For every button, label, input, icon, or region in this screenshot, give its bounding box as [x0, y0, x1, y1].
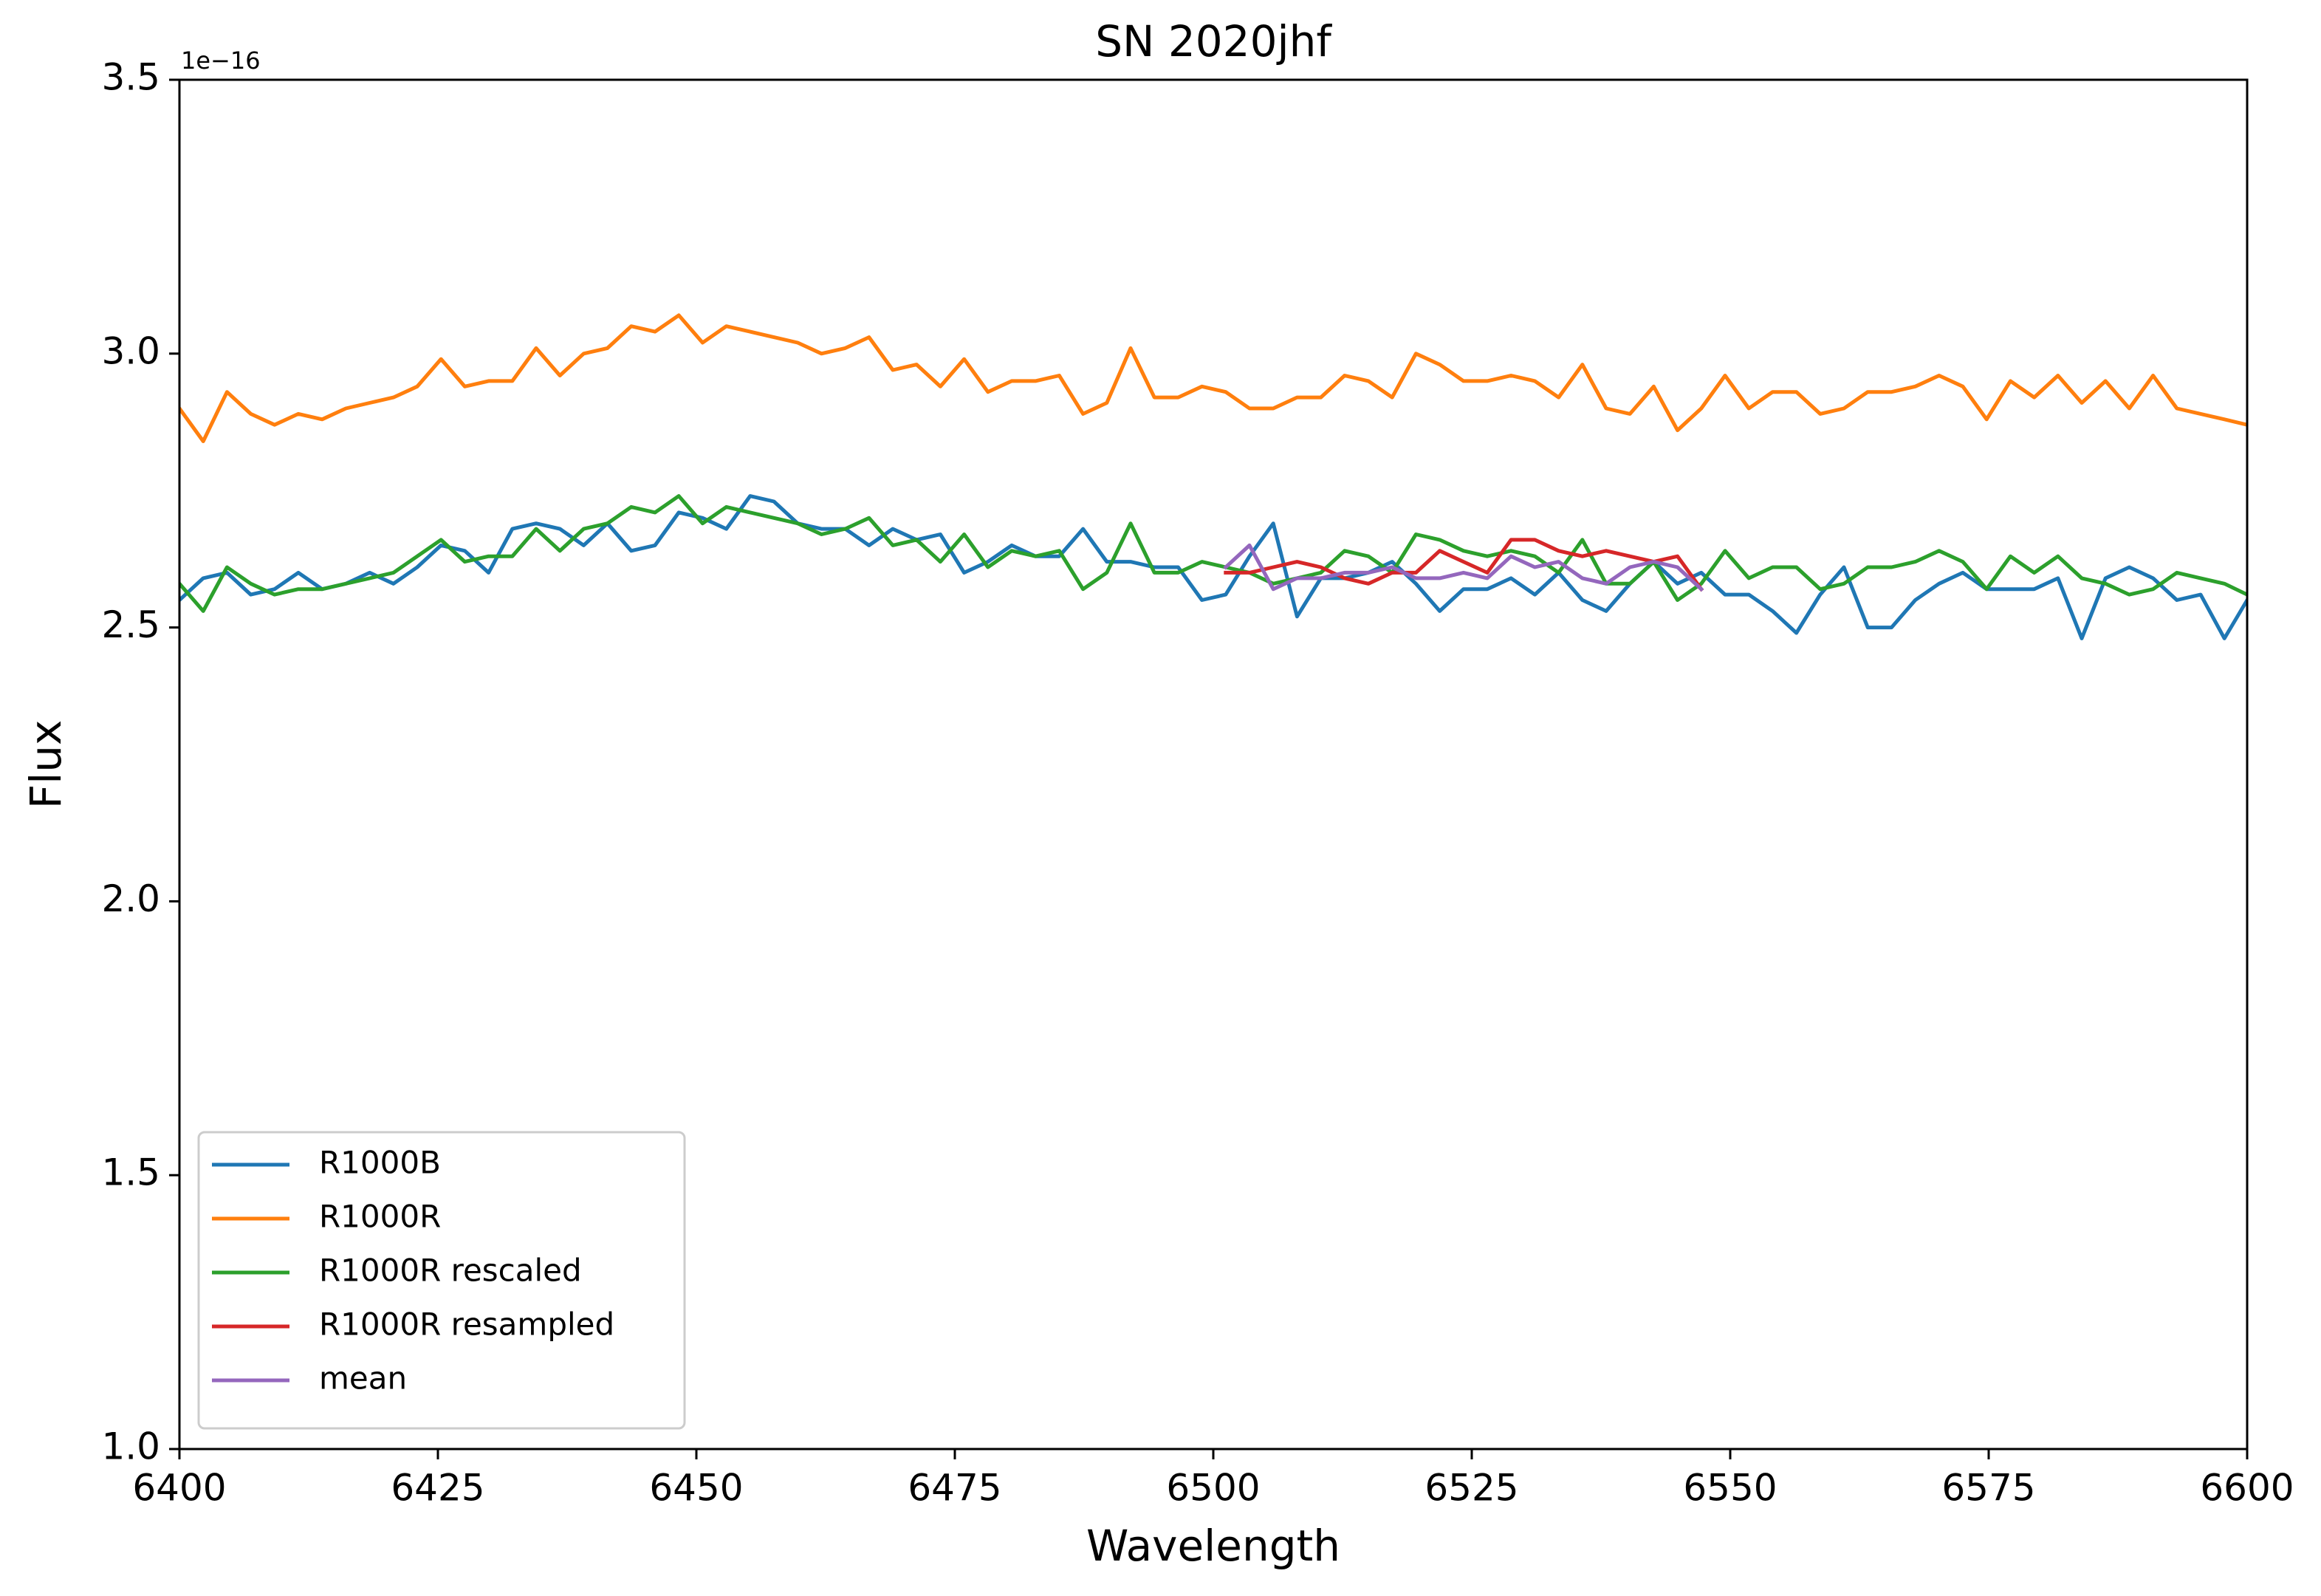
x-axis-label: Wavelength [1086, 1521, 1340, 1571]
y-tick-label: 1.0 [101, 1425, 160, 1468]
series-line [179, 494, 2247, 640]
y-tick-label: 2.5 [101, 603, 160, 646]
series-line [1224, 538, 1704, 592]
legend-label: R1000B [319, 1145, 441, 1181]
legend-label: R1000R [319, 1199, 441, 1235]
chart-title: SN 2020jhf [1095, 16, 1332, 66]
x-tick-label: 6400 [132, 1467, 226, 1510]
legend-box [197, 1131, 686, 1430]
series-line [179, 313, 2247, 443]
legend-label: R1000R rescaled [319, 1253, 582, 1289]
x-tick-label: 6500 [1166, 1467, 1260, 1510]
y-tick-label: 3.0 [101, 329, 160, 372]
legend-label: R1000R resampled [319, 1306, 614, 1343]
y-tick-label: 3.5 [101, 56, 160, 99]
y-tick-label: 1.5 [101, 1151, 160, 1194]
series-line [1223, 543, 1704, 592]
y-axis-label: Flux [21, 720, 71, 809]
legend: R1000B R1000R R1000R rescaled R1000R resamp… [197, 1131, 686, 1430]
x-tick-label: 6450 [649, 1467, 743, 1510]
legend-label: mean [319, 1360, 407, 1397]
x-tick-label: 6575 [1941, 1467, 2035, 1510]
y-tick-label: 2.0 [101, 877, 160, 920]
y-offset-text: 1e−16 [181, 47, 261, 75]
x-tick-label: 6475 [908, 1467, 1001, 1510]
series-line [179, 494, 2247, 613]
x-tick-label: 6425 [391, 1467, 484, 1510]
x-tick-label: 6550 [1683, 1467, 1777, 1510]
x-tick-label: 6600 [2200, 1467, 2294, 1510]
x-tick-label: 6525 [1425, 1467, 1518, 1510]
plot-lines [179, 313, 2247, 640]
